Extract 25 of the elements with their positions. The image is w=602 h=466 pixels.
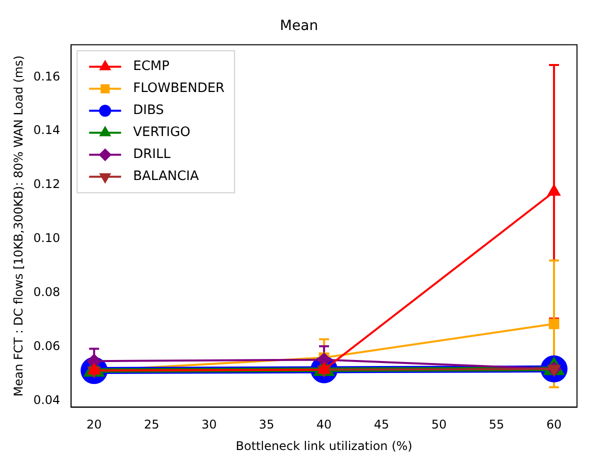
legend-label: BALANCIA: [133, 169, 199, 184]
y-tick-label: 0.16: [33, 69, 60, 84]
y-tick-label: 0.06: [33, 338, 60, 353]
y-tick-label: 0.08: [33, 284, 60, 299]
x-tick-label: 60: [546, 418, 562, 432]
x-tick-label: 25: [144, 418, 160, 432]
x-axis-title: Bottleneck link utilization (%): [236, 438, 412, 453]
chart-title: Mean: [280, 18, 318, 34]
y-tick-label: 0.14: [33, 123, 60, 138]
x-tick-label: 30: [201, 418, 217, 432]
legend-label: FLOWBENDER: [133, 81, 225, 96]
legend-label: DRILL: [133, 147, 172, 162]
x-tick-label: 40: [316, 418, 332, 432]
x-tick-label: 50: [431, 418, 447, 432]
y-tick-label: 0.10: [33, 231, 60, 246]
x-tick-label: 45: [374, 418, 390, 432]
x-tick-label: 35: [258, 418, 274, 432]
legend-label: VERTIGO: [133, 125, 190, 140]
y-tick-label: 0.12: [33, 177, 60, 192]
y-tick-label: 0.04: [33, 392, 60, 407]
legend-label: ECMP: [133, 59, 170, 74]
legend-label: DIBS: [133, 103, 164, 118]
x-tick-label: 55: [488, 418, 504, 432]
x-tick-label: 20: [86, 418, 102, 432]
y-axis-title: Mean FCT : DC flows [10KB,300KB): 80% WAN Load (ms): [11, 55, 26, 397]
